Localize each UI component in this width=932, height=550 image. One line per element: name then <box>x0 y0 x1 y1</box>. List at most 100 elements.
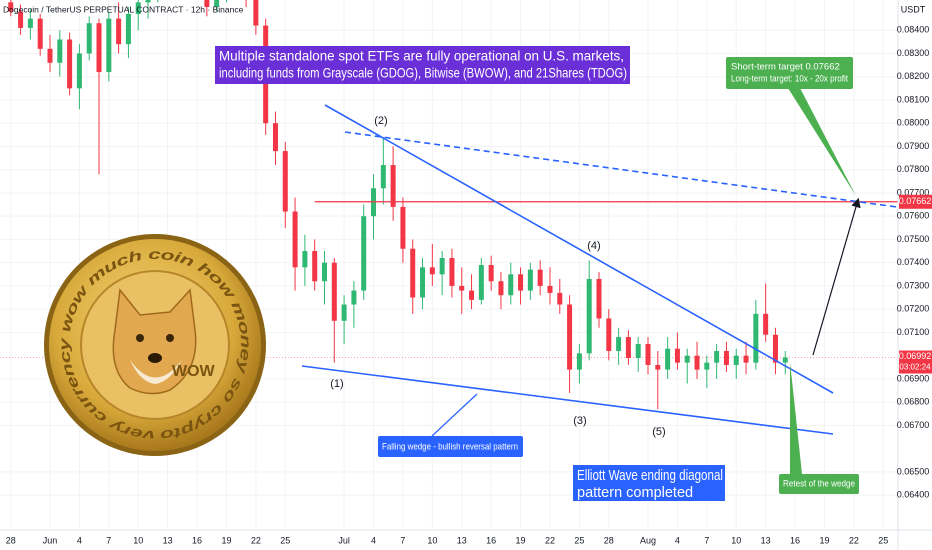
y-tick-label: 0.06500 <box>897 466 930 476</box>
chart-title: Dogecoin / TetherUS PERPETUAL CONTRACT ·… <box>3 4 244 14</box>
target-price-tag <box>899 194 932 209</box>
countdown-label: 03:02:24 <box>899 363 931 372</box>
x-tick-label: 19 <box>516 535 526 545</box>
candle-body <box>635 344 641 358</box>
candle-body <box>86 23 92 54</box>
target-pointer <box>788 88 856 196</box>
y-tick-label: 0.07600 <box>897 211 930 221</box>
candle-body <box>763 313 769 335</box>
x-tick-label: 28 <box>604 535 614 545</box>
target-box <box>726 57 853 89</box>
candle-body <box>733 355 739 365</box>
candle-body <box>586 278 592 354</box>
candle-body <box>18 11 24 28</box>
candle-body <box>469 290 475 300</box>
wedge-box <box>378 436 523 457</box>
x-tick-label: 25 <box>280 535 290 545</box>
y-tick-label: 0.07800 <box>897 164 930 174</box>
candle-body <box>449 258 455 286</box>
candle-body <box>459 285 465 291</box>
y-tick-label: 0.06800 <box>897 397 930 407</box>
last-price-label: 0.06992 <box>899 351 932 361</box>
etf-line: including funds from Grayscale (GDOG), B… <box>219 65 627 81</box>
x-tick-label: 13 <box>163 535 173 545</box>
candle-body <box>57 39 63 63</box>
x-tick-label: 22 <box>545 535 555 545</box>
candle-body <box>420 267 426 298</box>
x-tick-label: 22 <box>849 535 859 545</box>
candle-body <box>429 267 435 275</box>
candle-body <box>655 364 661 370</box>
candle-body <box>312 251 318 282</box>
candle-body <box>410 248 416 298</box>
x-tick-label: 28 <box>6 535 16 545</box>
candle-body <box>714 351 720 363</box>
x-tick-label: 4 <box>77 535 82 545</box>
y-tick-label: 0.07100 <box>897 327 930 337</box>
candle-body <box>684 355 690 363</box>
x-tick-label: 16 <box>486 535 496 545</box>
candle-body <box>743 355 749 363</box>
wedge-pointer <box>431 393 478 437</box>
candle-body <box>8 2 14 12</box>
candle-body <box>508 274 514 296</box>
candle-body <box>351 290 357 305</box>
y-tick-label: 0.07400 <box>897 257 930 267</box>
target-price-label: 0.07662 <box>899 196 932 206</box>
trendlines <box>301 88 898 474</box>
axes: 0.08400 0.08300 0.08200 0.08100 0.08000 0.079… <box>6 25 932 545</box>
candle-body <box>606 318 612 352</box>
x-tick-label: 7 <box>704 535 709 545</box>
candle-body <box>478 265 484 300</box>
candle-body <box>76 53 82 89</box>
candle-body <box>125 13 131 45</box>
target-text: Long-term target: 10x - 20x profit <box>731 74 848 85</box>
x-tick-label: 10 <box>133 535 143 545</box>
y-tick-label: 0.06400 <box>897 490 930 500</box>
elliott-text: Elliott Wave ending diagonal <box>577 468 723 484</box>
candle-body <box>116 18 122 45</box>
coin-center-text: WOW <box>172 363 216 380</box>
candle-body <box>616 337 622 352</box>
candle-body <box>704 362 710 370</box>
candle-body <box>47 48 53 63</box>
y-tick-label: 0.08400 <box>897 25 930 35</box>
wedge-upper <box>324 104 834 394</box>
y-tick-label: 0.07900 <box>897 141 930 151</box>
candle-body <box>772 334 778 363</box>
doge-coin: very currency wow much coin how money so… <box>44 234 266 456</box>
x-tick-label: 25 <box>878 535 888 545</box>
x-tick-label: Jun <box>43 535 58 545</box>
y-tick-label: 0.08100 <box>897 94 930 104</box>
candle-body <box>665 348 671 370</box>
candle-body <box>439 258 445 275</box>
candle-body <box>292 211 298 268</box>
candle-body <box>576 353 582 370</box>
candle-body <box>557 292 563 305</box>
x-tick-label: 19 <box>221 535 231 545</box>
y-tick-label: 0.06900 <box>897 373 930 383</box>
x-tick-label: 25 <box>574 535 584 545</box>
candle-body <box>645 344 651 365</box>
x-tick-label: 19 <box>819 535 829 545</box>
x-tick-label: Jul <box>338 535 350 545</box>
x-tick-label: 7 <box>400 535 405 545</box>
x-tick-label: 22 <box>251 535 261 545</box>
retest-pointer <box>790 362 802 474</box>
y-tick-label: 0.07500 <box>897 234 930 244</box>
y-tick-label: 0.07700 <box>897 187 930 197</box>
x-tick-label: 13 <box>761 535 771 545</box>
etf-box <box>215 46 630 84</box>
candle-body <box>723 351 729 365</box>
candle-body <box>106 18 112 73</box>
candle-body <box>537 269 543 286</box>
candle-body <box>282 151 288 212</box>
candle-body <box>596 278 602 319</box>
y-tick-label: 0.08300 <box>897 48 930 58</box>
candle-body <box>753 313 759 363</box>
candle-body <box>67 39 73 89</box>
candle-body <box>567 304 573 370</box>
wave-label: (5) <box>652 426 665 438</box>
axis-unit: USDT <box>901 4 926 14</box>
